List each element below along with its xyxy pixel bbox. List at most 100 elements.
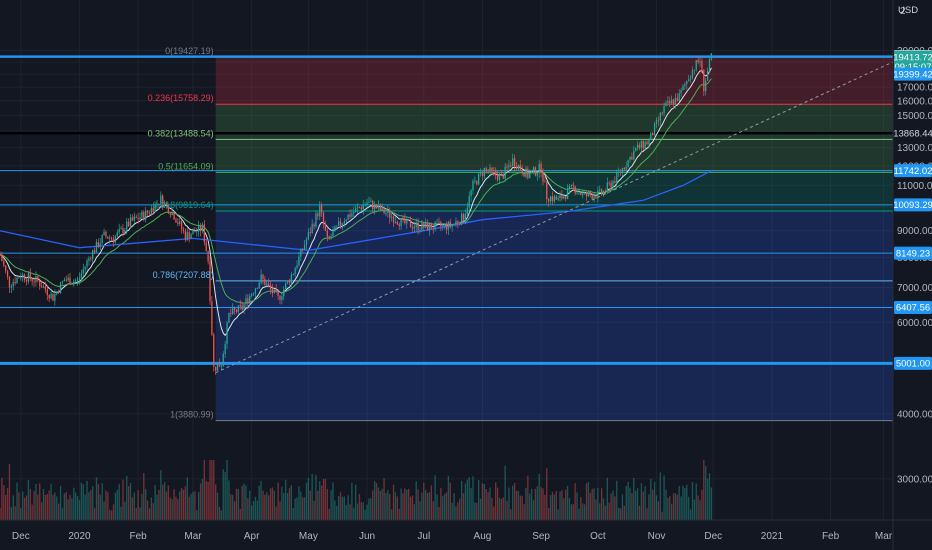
volume-bar bbox=[689, 509, 692, 520]
candle-body bbox=[296, 265, 298, 269]
volume-bar bbox=[232, 494, 234, 520]
candle-body bbox=[250, 294, 253, 297]
volume-bar bbox=[568, 497, 571, 520]
volume-bar bbox=[593, 488, 595, 520]
volume-bar bbox=[485, 488, 487, 520]
volume-bar bbox=[349, 504, 351, 520]
candle-body bbox=[283, 289, 285, 297]
volume-bar bbox=[491, 498, 493, 520]
volume-bar bbox=[347, 495, 349, 520]
candle-body bbox=[298, 256, 300, 266]
candle-body bbox=[339, 221, 342, 226]
volume-bar bbox=[614, 496, 616, 520]
volume-bar bbox=[504, 465, 506, 520]
volume-bar bbox=[587, 481, 590, 520]
volume-bar bbox=[674, 493, 677, 520]
candle-body bbox=[154, 203, 156, 213]
candle-body bbox=[139, 217, 141, 220]
candle-body bbox=[580, 192, 582, 195]
volume-bar bbox=[355, 484, 357, 520]
candle-body bbox=[177, 222, 179, 224]
candle-body bbox=[360, 207, 363, 210]
volume-bar bbox=[517, 490, 520, 520]
volume-bar bbox=[445, 492, 448, 520]
volume-bar bbox=[481, 483, 484, 520]
candle-body bbox=[218, 364, 221, 367]
candle-body bbox=[652, 132, 654, 136]
volume-bar bbox=[387, 490, 389, 520]
candle-body bbox=[563, 196, 565, 199]
candle-body bbox=[383, 206, 385, 214]
candle-body bbox=[381, 206, 383, 210]
volume-bar bbox=[277, 482, 279, 520]
volume-bar bbox=[31, 504, 33, 520]
candle-body bbox=[407, 219, 410, 221]
candle-body bbox=[69, 277, 71, 285]
volume-bar bbox=[44, 494, 47, 520]
candle-body bbox=[156, 203, 158, 205]
volume-bar bbox=[508, 487, 510, 520]
volume-bar bbox=[400, 488, 402, 520]
candle-body bbox=[54, 294, 56, 301]
volume-bar bbox=[487, 492, 489, 520]
volume-bar bbox=[8, 464, 11, 520]
volume-bar bbox=[56, 496, 58, 520]
volume-bar bbox=[580, 497, 582, 520]
volume-bar bbox=[343, 496, 345, 520]
volume-bar bbox=[127, 486, 130, 520]
candle-body bbox=[294, 268, 296, 275]
candle-body bbox=[455, 221, 457, 224]
time-tick-label: Mar bbox=[184, 531, 202, 542]
volume-bar bbox=[267, 495, 270, 520]
volume-bar bbox=[230, 494, 232, 520]
volume-bar bbox=[638, 505, 641, 520]
candle-body bbox=[266, 283, 268, 286]
fib-level-label: 1(3880.99) bbox=[170, 410, 214, 420]
candle-body bbox=[566, 188, 569, 199]
candle-body bbox=[40, 286, 43, 288]
candle-body bbox=[35, 276, 37, 283]
volume-bar bbox=[101, 483, 103, 520]
candle-body bbox=[230, 312, 232, 314]
volume-bar bbox=[398, 508, 400, 520]
volume-bar bbox=[534, 488, 537, 520]
volume-bar bbox=[167, 485, 170, 520]
volume-bar bbox=[190, 493, 192, 520]
candle-body bbox=[618, 171, 620, 173]
volume-bar bbox=[273, 490, 275, 520]
candle-body bbox=[527, 168, 529, 178]
volume-bar bbox=[701, 489, 703, 520]
currency-label[interactable]: USD bbox=[898, 5, 919, 16]
volume-bar bbox=[669, 496, 671, 520]
candle-body bbox=[445, 223, 448, 230]
volume-bar bbox=[468, 477, 470, 520]
candle-body bbox=[462, 213, 465, 222]
candle-body bbox=[277, 291, 279, 297]
candle-body bbox=[708, 59, 711, 71]
candle-body bbox=[129, 217, 132, 227]
volume-bar bbox=[372, 490, 374, 520]
price-tick-label: 2 bbox=[900, 6, 906, 17]
candle-body bbox=[169, 213, 171, 216]
volume-bar bbox=[194, 491, 196, 520]
candle-body bbox=[37, 276, 39, 281]
candle-body bbox=[447, 221, 450, 230]
trend-line[interactable] bbox=[215, 61, 894, 374]
price-tick-label: 6000.00 bbox=[897, 318, 932, 329]
volume-bar bbox=[112, 504, 115, 520]
volume-bar bbox=[78, 500, 81, 520]
candle-body bbox=[676, 97, 678, 102]
volume-bar bbox=[640, 483, 643, 520]
candle-body bbox=[5, 265, 7, 271]
candle-body bbox=[525, 168, 527, 177]
price-tick-label: 9000.00 bbox=[897, 226, 932, 237]
candle-body bbox=[519, 164, 521, 170]
volume-bar bbox=[396, 496, 398, 520]
candle-body bbox=[653, 123, 656, 136]
candle-body bbox=[285, 283, 287, 290]
volume-bar bbox=[192, 491, 194, 520]
volume-bar bbox=[245, 485, 247, 520]
candle-body bbox=[546, 181, 548, 200]
